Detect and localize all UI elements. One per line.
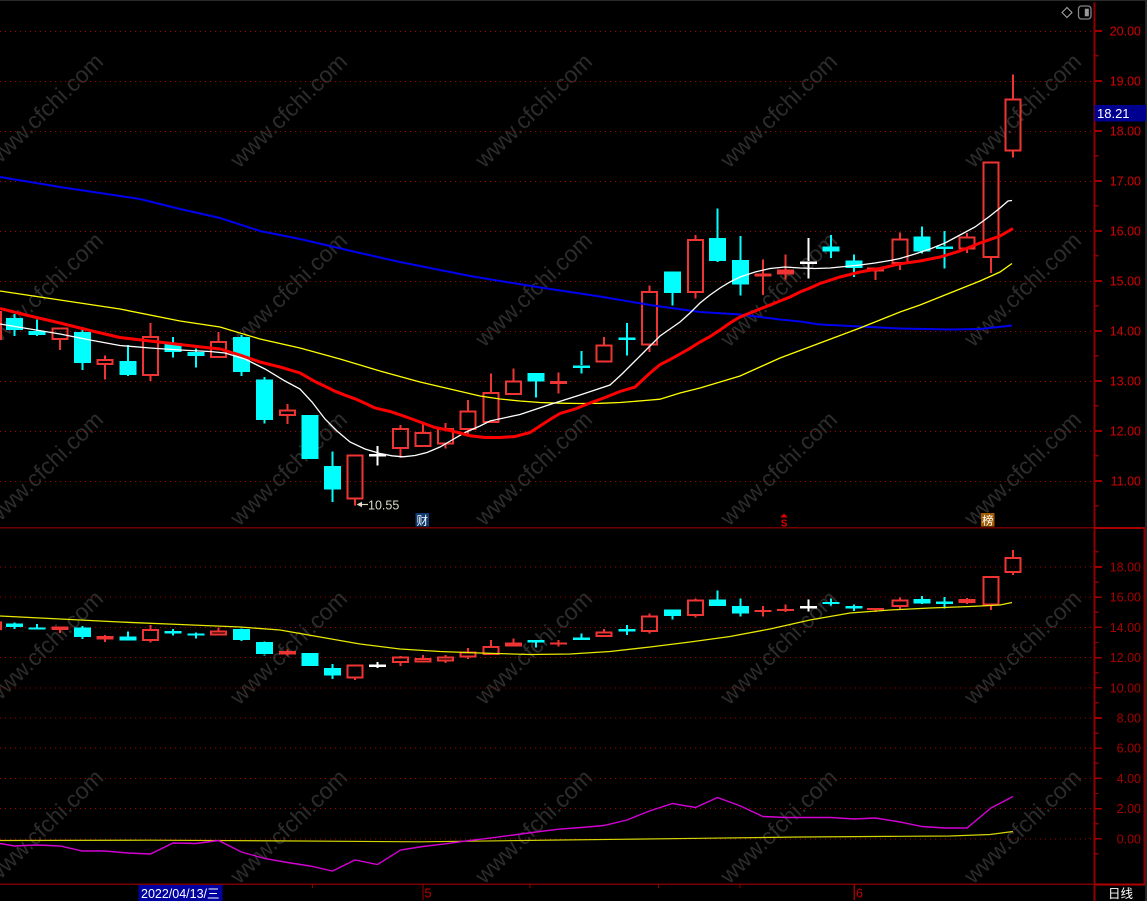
svg-text:13.00: 13.00 <box>1110 375 1141 389</box>
svg-text:6: 6 <box>856 887 863 901</box>
svg-text:8.00: 8.00 <box>1117 712 1141 726</box>
svg-text:19.00: 19.00 <box>1110 75 1141 89</box>
svg-text:15.00: 15.00 <box>1110 275 1141 289</box>
svg-text:20.00: 20.00 <box>1110 25 1141 39</box>
svg-text:榜: 榜 <box>982 514 994 528</box>
svg-text:2.00: 2.00 <box>1117 802 1141 816</box>
svg-text:10.55: 10.55 <box>368 499 399 513</box>
svg-text:18.00: 18.00 <box>1110 561 1141 575</box>
svg-text:财: 财 <box>417 514 429 528</box>
svg-text:14.00: 14.00 <box>1110 621 1141 635</box>
svg-text:17.00: 17.00 <box>1110 175 1141 189</box>
svg-text:18.00: 18.00 <box>1110 125 1141 139</box>
svg-text:10.00: 10.00 <box>1110 681 1141 695</box>
svg-text:4.00: 4.00 <box>1117 772 1141 786</box>
svg-text:S: S <box>781 519 788 530</box>
svg-text:14.00: 14.00 <box>1110 325 1141 339</box>
svg-text:日线: 日线 <box>1108 887 1134 901</box>
svg-text:16.00: 16.00 <box>1110 591 1141 605</box>
svg-text:12.00: 12.00 <box>1110 651 1141 665</box>
svg-text:11.00: 11.00 <box>1111 475 1141 489</box>
svg-text:12.00: 12.00 <box>1110 425 1141 439</box>
svg-text:5: 5 <box>425 887 432 901</box>
svg-text:0.00: 0.00 <box>1117 832 1141 846</box>
svg-text:16.00: 16.00 <box>1110 225 1141 239</box>
svg-text:6.00: 6.00 <box>1117 742 1141 756</box>
svg-text:18.21: 18.21 <box>1097 106 1130 121</box>
svg-text:2022/04/13/三: 2022/04/13/三 <box>141 887 220 901</box>
